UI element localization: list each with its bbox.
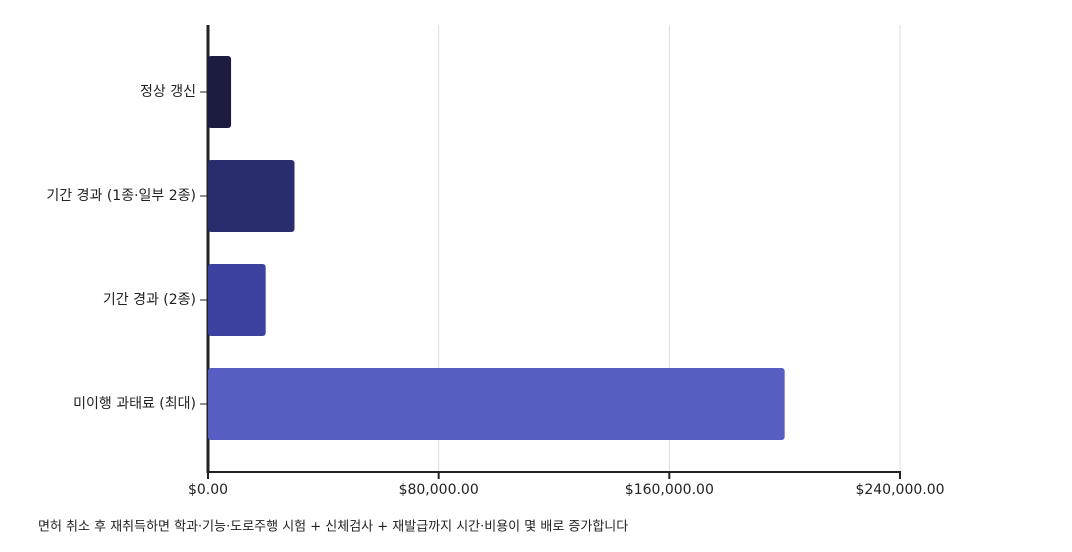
bar [208, 368, 785, 440]
x-tick-label: $0.00 [188, 482, 228, 498]
y-tick-label: 미이행 과태료 (최대) [73, 396, 196, 412]
bar [208, 56, 232, 128]
y-tick-label: 정상 갱신 [140, 84, 196, 100]
y-tick-label: 기간 경과 (1종·일부 2종) [46, 188, 196, 204]
bar [208, 264, 266, 336]
bar [208, 160, 295, 232]
x-tick-label: $80,000.00 [399, 482, 479, 498]
x-tick-label: $160,000.00 [625, 482, 714, 498]
x-tick-label: $240,000.00 [855, 482, 944, 498]
y-tick-label: 기간 경과 (2종) [103, 292, 196, 308]
footnote: 면허 취소 후 재취득하면 학과·기능·도로주행 시험 + 신체검사 + 재발급… [38, 519, 628, 535]
